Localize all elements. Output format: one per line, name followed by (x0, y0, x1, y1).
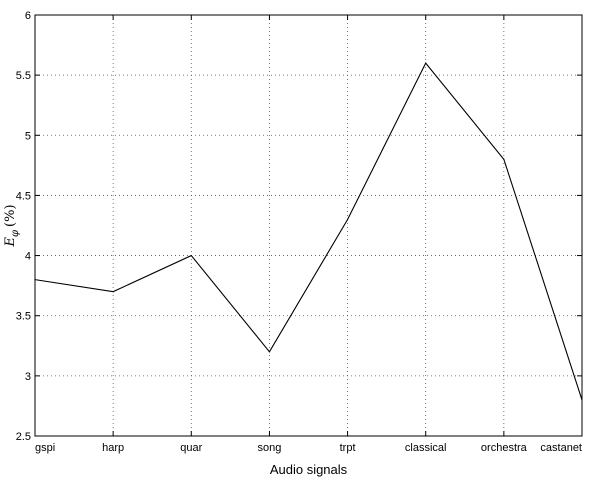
tick-labels: gspi harp quar song trpt classical orchestra ca… (16, 10, 582, 454)
data-point-classical (425, 62, 427, 64)
x-axis-label: Audio signals (270, 462, 348, 477)
y-tick-label-3.5: 3.5 (16, 311, 31, 323)
y-tick-label-5.5: 5.5 (16, 70, 31, 82)
data-point-song (268, 351, 271, 353)
y-tick-label-6: 6 (25, 10, 31, 22)
data-point-castanet (581, 399, 583, 401)
y-axis-label-main: E (3, 237, 18, 248)
y-tick-label-5: 5 (25, 130, 31, 142)
y-tick-label-4.5: 4.5 (16, 190, 31, 202)
x-tick-label-harp: harp (102, 442, 124, 454)
x-tick-label-orchestra: orchestra (481, 442, 528, 454)
data-point-orchestra (503, 158, 505, 160)
x-tick-label-gspi: gspi (35, 442, 55, 454)
x-tick-label-castanet: castanet (540, 442, 582, 454)
series-line-0 (34, 62, 583, 401)
x-tick-label-song: song (257, 442, 281, 454)
x-tick-label-classical: classical (405, 442, 447, 454)
plot-frame (34, 14, 583, 437)
y-axis-label-subscript: φ (10, 230, 21, 237)
y-axis-label: Eφ (%) (3, 204, 21, 247)
data-point-trpt (346, 218, 349, 221)
axis-ticks (34, 14, 583, 437)
x-tick-label-quar: quar (180, 442, 202, 454)
y-axis-label-unit: (%) (3, 204, 18, 227)
y-tick-label-3: 3 (25, 371, 31, 383)
y-tick-label-2.5: 2.5 (16, 431, 31, 443)
series-layer (34, 62, 583, 401)
y-tick-label-4: 4 (25, 251, 31, 263)
x-tick-label-trpt: trpt (340, 442, 356, 454)
grid-lines (35, 15, 582, 436)
data-point-harp (112, 291, 114, 293)
data-point-quar (190, 254, 192, 257)
data-point-gspi (34, 279, 36, 281)
